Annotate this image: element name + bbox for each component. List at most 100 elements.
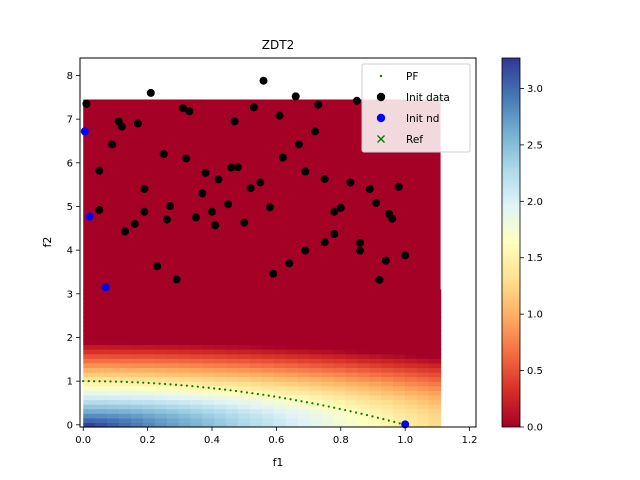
pf-point xyxy=(398,422,401,425)
heatmap-cell xyxy=(107,335,120,341)
heatmap-cell xyxy=(214,417,227,424)
heatmap-cell xyxy=(345,339,358,346)
heatmap-cell xyxy=(392,358,406,364)
heatmap-cell xyxy=(118,358,132,364)
heatmap-cell xyxy=(321,321,334,327)
heatmap-cell xyxy=(392,362,406,368)
heatmap-cell xyxy=(214,307,227,313)
heatmap-cell xyxy=(166,417,180,424)
heatmap-cell xyxy=(154,289,168,295)
heatmap-cell xyxy=(404,316,418,323)
heatmap-cell xyxy=(226,408,239,414)
heatmap-cell xyxy=(404,303,418,309)
heatmap-cell xyxy=(83,417,96,424)
heatmap-cell xyxy=(166,339,180,346)
x-axis-label: f1 xyxy=(273,456,284,469)
heatmap-cell xyxy=(178,417,192,424)
heatmap-cell xyxy=(273,289,287,295)
heatmap-cell xyxy=(321,344,334,350)
heatmap-cell xyxy=(345,371,358,378)
init-data-point xyxy=(356,246,365,255)
init-data-point xyxy=(278,153,287,162)
heatmap-cell xyxy=(273,335,287,341)
pf-point xyxy=(163,382,167,386)
heatmap-cell xyxy=(190,394,203,401)
heatmap-cell xyxy=(321,417,334,424)
heatmap-cell xyxy=(428,307,442,313)
heatmap-cell xyxy=(333,417,346,424)
heatmap-cell xyxy=(357,307,370,313)
heatmap-cell xyxy=(226,298,239,304)
heatmap-cell xyxy=(107,303,120,309)
heatmap-cell xyxy=(416,417,430,424)
heatmap-cell xyxy=(154,371,168,378)
heatmap-cell xyxy=(118,289,132,295)
heatmap-cell xyxy=(285,307,299,313)
heatmap-cell xyxy=(428,399,442,405)
heatmap-cell xyxy=(202,422,215,428)
init-data-point xyxy=(82,99,91,108)
heatmap-cell xyxy=(273,367,287,373)
heatmap-cell xyxy=(357,339,370,346)
heatmap-cell xyxy=(297,335,311,341)
heatmap-cell xyxy=(416,289,430,295)
colorbar-tick-label: 2.5 xyxy=(527,140,543,151)
heatmap-cell xyxy=(214,339,227,346)
pf-point xyxy=(240,390,243,393)
heatmap-cell xyxy=(297,349,311,355)
heatmap-cell xyxy=(381,335,394,341)
heatmap-cell xyxy=(285,381,299,387)
pf-point xyxy=(322,404,325,407)
heatmap-cell xyxy=(214,330,227,336)
init-data-point xyxy=(301,246,310,255)
heatmap-cell xyxy=(107,399,120,405)
init-data-point xyxy=(208,207,216,216)
heatmap-cell xyxy=(166,289,180,295)
legend-marker-init-nd xyxy=(376,113,386,123)
heatmap-cell xyxy=(166,371,180,378)
heatmap-cell xyxy=(428,404,442,410)
heatmap-cell xyxy=(130,307,144,313)
heatmap-cell xyxy=(130,408,144,414)
heatmap-cell xyxy=(392,385,406,391)
heatmap-cell xyxy=(166,349,180,355)
legend-label-ref: Ref xyxy=(406,134,423,146)
heatmap-cell xyxy=(249,417,263,424)
heatmap-cell xyxy=(214,394,227,401)
x-tick-label: 0.6 xyxy=(268,435,284,446)
heatmap-cell xyxy=(249,358,263,364)
init-data-point xyxy=(179,104,188,113)
heatmap-cell xyxy=(404,362,418,368)
heatmap-cell xyxy=(83,399,96,405)
heatmap-cell xyxy=(190,358,203,364)
heatmap-cell xyxy=(309,335,323,341)
heatmap-cell xyxy=(154,413,168,419)
heatmap-cell xyxy=(428,394,442,401)
heatmap-cell xyxy=(95,316,108,323)
heatmap-cell xyxy=(118,399,132,405)
heatmap-cell xyxy=(107,408,120,414)
heatmap-cell xyxy=(392,330,406,336)
heatmap-cell xyxy=(428,321,442,327)
heatmap-cell xyxy=(83,413,96,419)
heatmap-cell xyxy=(130,371,144,378)
pf-point xyxy=(245,391,249,394)
pf-point xyxy=(114,380,118,383)
heatmap-cell xyxy=(428,303,442,309)
heatmap-cell xyxy=(142,367,156,373)
heatmap-cell xyxy=(261,417,275,424)
heatmap-cell xyxy=(273,422,287,428)
heatmap-cell xyxy=(214,294,227,300)
heatmap-cell xyxy=(238,399,251,405)
heatmap-cell xyxy=(285,358,299,364)
heatmap-cell xyxy=(416,367,430,373)
heatmap-cell xyxy=(309,326,323,332)
heatmap-cell xyxy=(428,408,442,414)
heatmap-cell xyxy=(404,417,418,424)
heatmap-cell xyxy=(404,408,418,414)
heatmap-cell xyxy=(214,344,227,350)
heatmap-cell xyxy=(226,381,239,387)
heatmap-cell xyxy=(83,307,96,313)
heatmap-cell xyxy=(202,394,215,401)
heatmap-cell xyxy=(321,312,334,318)
